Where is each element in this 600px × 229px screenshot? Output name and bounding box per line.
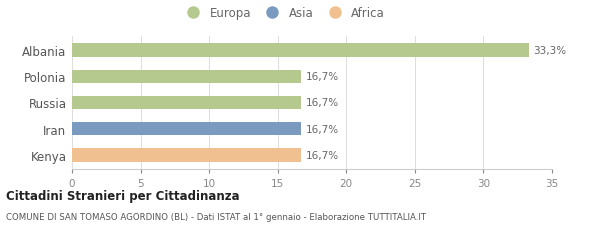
Bar: [72, 122, 301, 136]
Text: COMUNE DI SAN TOMASO AGORDINO (BL) - Dati ISTAT al 1° gennaio - Elaborazione TUT: COMUNE DI SAN TOMASO AGORDINO (BL) - Dat…: [6, 212, 426, 221]
Bar: [72, 96, 301, 110]
Text: 16,7%: 16,7%: [306, 72, 339, 82]
Bar: [72, 70, 301, 84]
Bar: [72, 44, 529, 58]
Text: 33,3%: 33,3%: [533, 46, 566, 56]
Legend: Europa, Asia, Africa: Europa, Asia, Africa: [181, 7, 385, 20]
Text: 16,7%: 16,7%: [306, 150, 339, 160]
Text: 16,7%: 16,7%: [306, 124, 339, 134]
Text: Cittadini Stranieri per Cittadinanza: Cittadini Stranieri per Cittadinanza: [6, 189, 239, 202]
Bar: [72, 148, 301, 162]
Text: 16,7%: 16,7%: [306, 98, 339, 108]
